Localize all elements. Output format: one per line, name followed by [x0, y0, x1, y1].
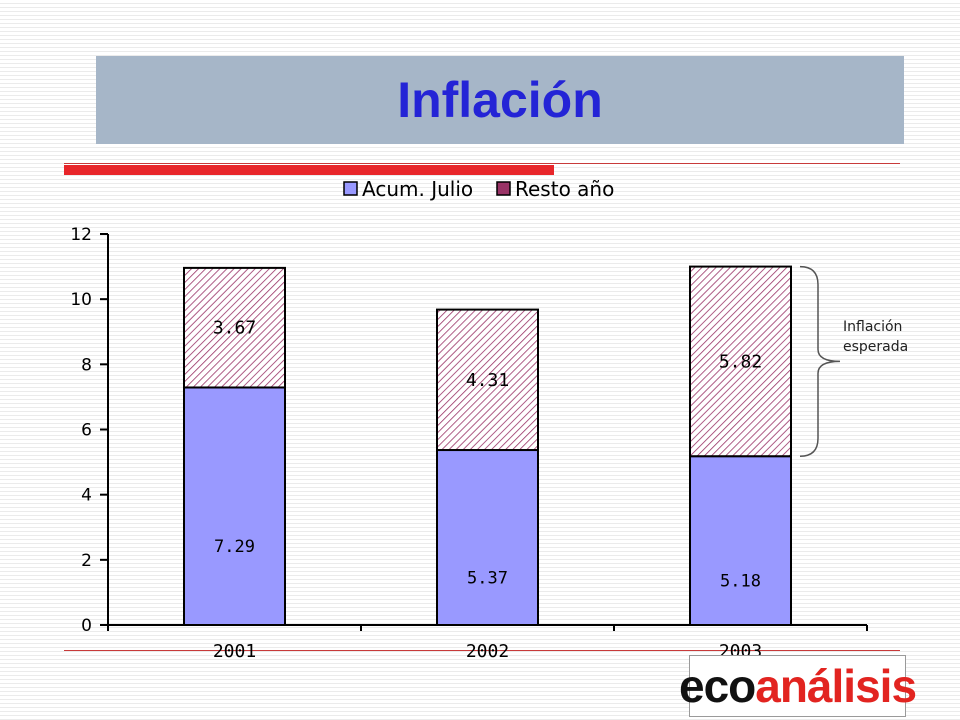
y-tick-label: 12 — [70, 225, 92, 245]
legend-label: Acum. Julio — [362, 177, 473, 201]
data-label: 7.29 — [214, 537, 255, 557]
annotation-text-line1: Inflación — [843, 319, 902, 335]
y-tick-label: 6 — [81, 421, 92, 441]
divider-line-top — [64, 163, 900, 164]
logo-text-analisis: análisis — [755, 660, 917, 712]
ecoanalisis-logo: eco análisis — [679, 655, 917, 717]
data-label: 5.82 — [719, 351, 762, 372]
bar-segment-acum-julio — [436, 449, 539, 626]
accent-red-bar — [64, 165, 554, 175]
chart-bars: 7.29 3.67 5.37 4.31 5.18 5.82 — [183, 265, 792, 626]
title-band: Inflación — [96, 56, 904, 144]
bar-segment-resto-ano — [436, 308, 539, 452]
chart-annotation: Inflación esperada — [799, 265, 908, 457]
x-tick-label: 2002 — [466, 641, 509, 662]
slide-title: Inflación — [397, 72, 603, 128]
y-tick-label: 0 — [81, 616, 92, 636]
legend-swatch — [496, 181, 511, 196]
data-label: 3.67 — [213, 318, 256, 339]
y-tick-label: 4 — [81, 486, 92, 506]
annotation-brace — [799, 265, 841, 457]
legend-swatch — [343, 181, 358, 196]
x-tick-label: 2001 — [213, 641, 256, 662]
data-label: 5.18 — [720, 572, 761, 592]
data-label: 5.37 — [467, 569, 508, 589]
legend-label: Resto año — [515, 177, 614, 201]
bar-segment-acum-julio — [183, 386, 286, 626]
y-tick-label: 10 — [70, 290, 92, 310]
divider-line-bottom — [64, 650, 900, 651]
y-tick-label: 8 — [81, 355, 92, 375]
annotation-text-line2: esperada — [843, 339, 908, 355]
chart-legend: Acum. Julio Resto año — [343, 177, 614, 201]
bar-segment-resto-ano — [689, 265, 792, 458]
bar-segment-acum-julio — [689, 455, 792, 626]
logo-text-eco: eco — [678, 660, 756, 712]
y-tick-label: 2 — [81, 551, 92, 571]
bar-segment-resto-ano — [183, 266, 286, 389]
data-label: 4.31 — [466, 370, 509, 391]
